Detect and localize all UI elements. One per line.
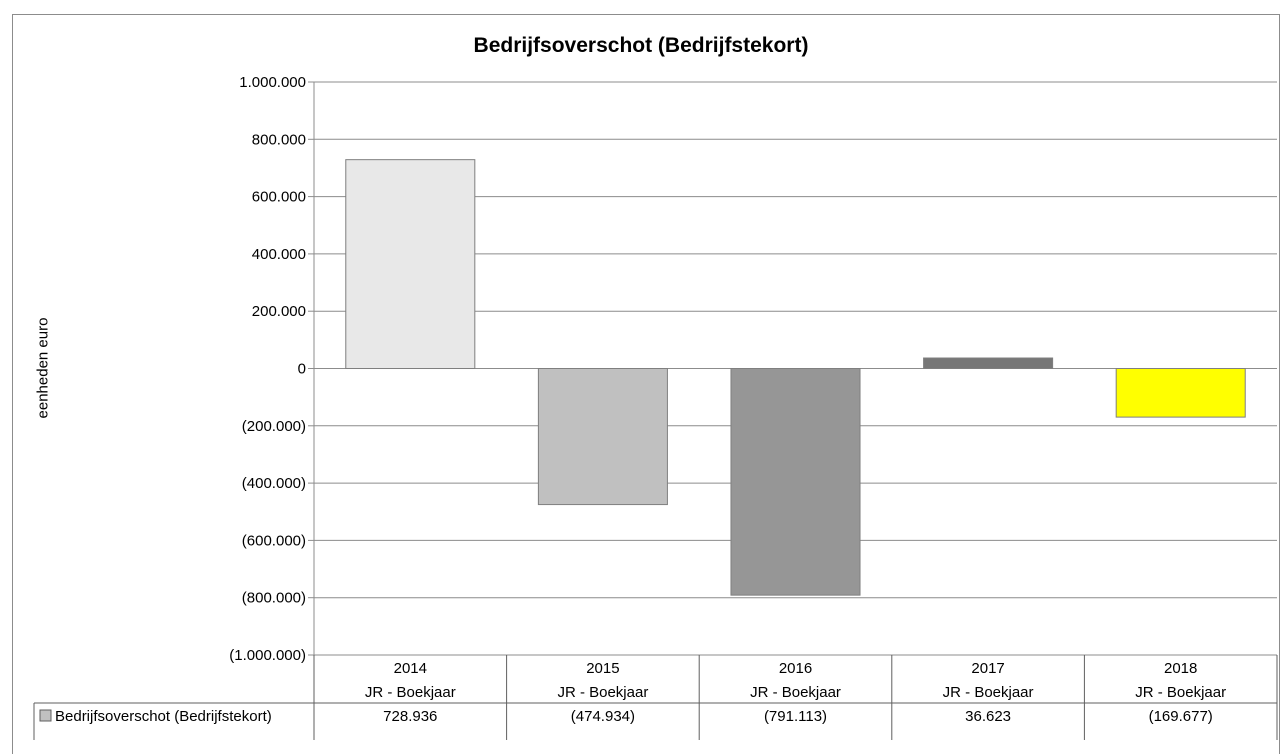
x-category-label: 2014 — [394, 660, 427, 677]
x-category-sublabel: JR - Boekjaar — [557, 684, 648, 701]
bar-2014 — [345, 159, 476, 369]
data-value-label: (474.934) — [571, 708, 635, 725]
y-tick-label: (200.000) — [242, 418, 306, 435]
y-tick-label: (1.000.000) — [229, 647, 306, 664]
x-category-sublabel: JR - Boekjaar — [365, 684, 456, 701]
chart-title: Bedrijfsoverschot (Bedrijfstekort) — [473, 34, 809, 57]
legend-label: Bedrijfsoverschot (Bedrijfstekort) — [55, 708, 272, 725]
x-category-sublabel: JR - Boekjaar — [750, 684, 841, 701]
y-tick-label: (400.000) — [242, 475, 306, 492]
y-tick-label: 400.000 — [252, 246, 306, 263]
bar-2016 — [730, 368, 861, 596]
y-tick-label: 0 — [298, 361, 306, 378]
y-tick-label: (800.000) — [242, 590, 306, 607]
y-tick-label: 600.000 — [252, 189, 306, 206]
y-tick-label: 800.000 — [252, 131, 306, 148]
x-category-sublabel: JR - Boekjaar — [943, 684, 1034, 701]
x-category-label: 2018 — [1164, 660, 1197, 677]
legend-swatch — [39, 709, 52, 722]
y-tick-label: 1.000.000 — [239, 74, 306, 91]
bars — [345, 159, 1246, 596]
y-tick-label: (600.000) — [242, 532, 306, 549]
bar-2018 — [1115, 368, 1246, 418]
data-value-label: 36.623 — [965, 708, 1011, 725]
y-axis: 1.000.000 800.000 600.000 400.000 200.000 0 (2… — [229, 74, 315, 664]
x-category-label: 2016 — [779, 660, 812, 677]
bar-2015 — [537, 368, 668, 506]
data-value-label: 728.936 — [383, 708, 437, 725]
data-value-label: (169.677) — [1149, 708, 1213, 725]
data-value-label: (791.113) — [764, 708, 827, 725]
chart-frame — [12, 14, 1280, 754]
y-tick-label: 200.000 — [252, 303, 306, 320]
x-category-label: 2017 — [971, 660, 1004, 677]
x-category-label: 2015 — [586, 660, 619, 677]
x-category-sublabel: JR - Boekjaar — [1135, 684, 1226, 701]
bar-2017 — [923, 357, 1054, 369]
data-table: 2014 JR - Boekjaar 728.936 2015 JR - Boekjaa… — [33, 655, 1278, 740]
